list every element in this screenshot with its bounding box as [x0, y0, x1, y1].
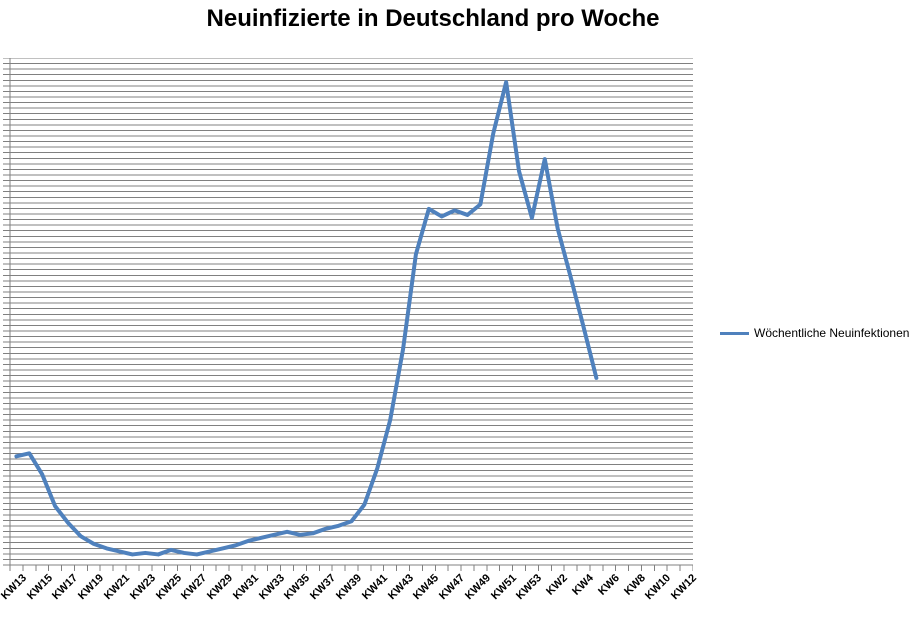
- x-axis-label: KW49: [462, 572, 493, 603]
- x-axis-label: KW2: [544, 572, 571, 598]
- x-axis-label: KW21: [101, 572, 133, 603]
- x-axis-label: KW37: [308, 572, 339, 603]
- x-axis-label: KW33: [256, 572, 287, 603]
- x-axis-label: KW17: [50, 572, 81, 603]
- x-axis-label: KW31: [230, 572, 261, 603]
- data-line-series: [14, 80, 599, 557]
- x-axis-label: KW12: [668, 572, 700, 603]
- x-axis-label: KW15: [24, 572, 55, 603]
- x-axis-label: KW10: [643, 572, 674, 603]
- x-axis-label: KW53: [514, 572, 545, 603]
- x-axis-label: KW19: [76, 572, 107, 603]
- legend: Wöchentliche Neuinfektionen: [720, 326, 909, 340]
- x-axis-label: KW23: [127, 572, 158, 603]
- x-axis-label: KW25: [153, 572, 184, 603]
- x-axis-label: KW29: [205, 572, 236, 603]
- x-axis-ticks: [9, 565, 693, 571]
- x-axis-label: KW27: [179, 572, 210, 603]
- x-axis-label: KW45: [411, 572, 442, 603]
- legend-label: Wöchentliche Neuinfektionen: [754, 326, 910, 340]
- x-axis-label: KW6: [595, 572, 622, 598]
- x-axis-label: KW43: [385, 572, 416, 603]
- x-axis-label: KW41: [359, 572, 390, 603]
- axis-lines: [9, 58, 693, 566]
- y-axis-ticks: [3, 58, 10, 566]
- x-axis-label: KW35: [282, 572, 313, 603]
- gridlines: [10, 58, 693, 566]
- x-axis-label: KW39: [333, 572, 364, 603]
- x-axis-label: KW4: [570, 572, 596, 598]
- plot-area: [3, 58, 693, 571]
- x-axis-label: KW51: [488, 572, 519, 603]
- x-axis-label: KW13: [0, 572, 29, 603]
- chart-title: Neuinfizierte in Deutschland pro Woche: [206, 5, 660, 32]
- x-axis-label: KW47: [436, 572, 468, 603]
- legend-line-marker: [720, 331, 749, 335]
